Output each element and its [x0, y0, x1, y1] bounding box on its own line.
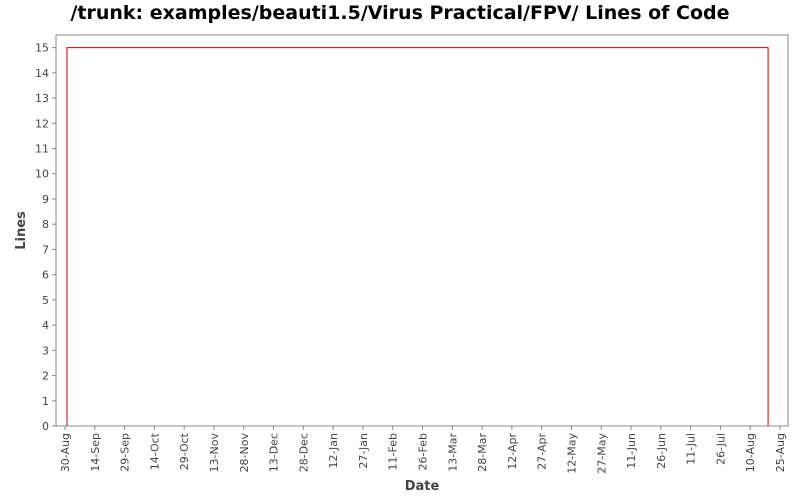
- y-tick-label: 5: [42, 294, 49, 307]
- y-tick-label: 0: [42, 420, 49, 433]
- x-tick-label: 26-Jun: [655, 433, 668, 469]
- x-tick-label: 13-Mar: [446, 433, 459, 472]
- x-tick-label: 27-Jan: [357, 433, 370, 469]
- y-axis-title: Lines: [14, 211, 29, 250]
- x-tick-label: 14-Oct: [148, 432, 161, 470]
- y-tick-label: 1: [42, 395, 49, 408]
- y-tick-label: 12: [35, 117, 49, 130]
- x-tick-label: 11-Feb: [387, 433, 400, 470]
- x-tick-label: 12-May: [565, 433, 578, 474]
- x-tick-label: 26-Feb: [417, 433, 430, 470]
- y-tick-label: 3: [42, 344, 49, 357]
- y-tick-label: 6: [42, 269, 49, 282]
- x-tick-label: 30-Aug: [59, 433, 72, 472]
- y-tick-label: 13: [35, 92, 49, 105]
- y-tick-label: 11: [35, 143, 49, 156]
- y-tick-label: 15: [35, 42, 49, 55]
- x-tick-label: 28-Nov: [238, 433, 251, 473]
- x-tick-label: 12-Jan: [327, 433, 340, 469]
- y-tick-label: 4: [42, 319, 49, 332]
- x-axis-title: Date: [405, 479, 440, 494]
- y-tick-label: 7: [42, 243, 49, 256]
- x-tick-label: 27-May: [595, 433, 608, 474]
- x-tick-label: 11-Jul: [685, 433, 698, 465]
- chart-title: /trunk: examples/beauti1.5/Virus Practic…: [70, 2, 730, 24]
- x-tick-label: 12-Apr: [506, 433, 519, 470]
- x-tick-label: 29-Oct: [178, 432, 191, 470]
- x-tick-label: 11-Jun: [625, 433, 638, 469]
- x-tick-label: 25-Aug: [774, 433, 787, 472]
- series-line: [66, 47, 769, 426]
- plot-area: [55, 34, 789, 427]
- x-tick-label: 27-Apr: [536, 433, 549, 470]
- y-tick-label: 8: [42, 218, 49, 231]
- series-layer: [66, 47, 769, 426]
- x-tick-label: 13-Nov: [208, 433, 221, 473]
- x-axis: 30-Aug 14-Sep 29-Sep 14-Oct 29-Oct 13-Nov 28-N…: [59, 426, 787, 474]
- x-tick-label: 14-Sep: [89, 433, 102, 472]
- x-tick-label: 28-Dec: [297, 433, 310, 472]
- x-tick-label: 28-Mar: [476, 433, 489, 472]
- x-tick-label: 13-Dec: [268, 433, 281, 472]
- x-tick-label: 10-Aug: [744, 433, 757, 472]
- x-tick-label: 29-Sep: [119, 433, 132, 472]
- x-tick-label: 26-Jul: [714, 433, 727, 465]
- y-tick-label: 10: [35, 168, 49, 181]
- y-tick-label: 2: [42, 370, 49, 383]
- y-tick-label: 14: [35, 67, 49, 80]
- y-tick-label: 9: [42, 193, 49, 206]
